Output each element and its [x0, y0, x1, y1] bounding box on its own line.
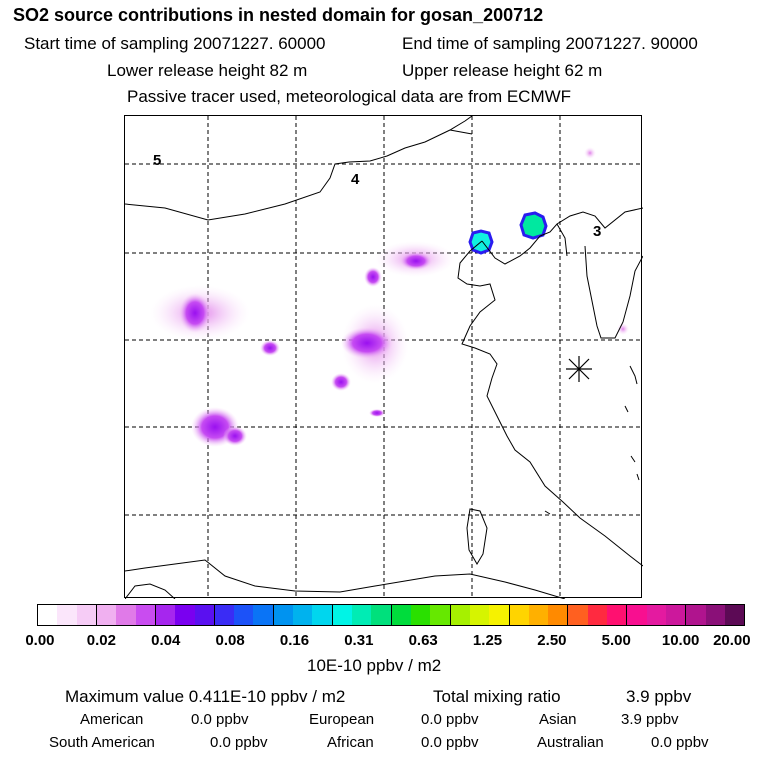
coastlines-borders	[125, 116, 643, 599]
lower-release-height: Lower release height 82 m	[107, 61, 308, 80]
colorbar-swatch	[705, 605, 725, 625]
colorbar-tick-label: 0.63	[408, 632, 438, 649]
colorbar-swatch	[627, 605, 647, 625]
region-value-south-american: 0.0 ppbv	[210, 734, 268, 751]
region-name-south-american: South American	[49, 734, 155, 751]
colorbar-swatch	[607, 605, 628, 625]
start-time: Start time of sampling 20071227. 60000	[24, 34, 326, 53]
region-value-asian: 3.9 ppbv	[621, 711, 679, 728]
colorbar-swatch	[371, 605, 392, 625]
colorbar-unit: 10E-10 ppbv / m2	[307, 656, 442, 675]
colorbar-tick-label: 10.00	[661, 632, 700, 649]
colorbar-tick-label: 0.08	[215, 632, 245, 649]
colorbar-swatch	[273, 605, 294, 625]
colorbar-swatch	[214, 605, 235, 625]
colorbar-tick-label: 0.31	[344, 632, 374, 649]
region-label-5: 5	[153, 152, 162, 169]
colorbar-swatch	[253, 605, 274, 625]
colorbar-swatch	[155, 605, 176, 625]
colorbar-swatch	[352, 605, 372, 625]
colorbar-tick-label: 5.00	[601, 632, 631, 649]
region-label-4: 4	[351, 171, 360, 188]
total-mixing-value: 3.9 ppbv	[626, 687, 692, 706]
gosan-receptor-star	[566, 356, 592, 382]
colorbar-swatch	[38, 605, 58, 625]
region-name-asian: Asian	[539, 711, 577, 728]
colorbar	[37, 604, 745, 626]
region-name-american: American	[80, 711, 144, 728]
colorbar-swatch	[293, 605, 313, 625]
colorbar-swatch	[686, 605, 706, 625]
colorbar-swatch	[430, 605, 451, 625]
map-panel: 5 4 3	[124, 115, 643, 599]
tracer-info: Passive tracer used, meteorological data…	[127, 87, 572, 106]
colorbar-tick-label: 20.00	[713, 632, 751, 649]
total-mixing-label: Total mixing ratio	[433, 687, 561, 706]
upper-release-height: Upper release height 62 m	[402, 61, 603, 80]
colorbar-swatch	[450, 605, 470, 625]
colorbar-tick-label: 0.02	[86, 632, 116, 649]
region-value-american: 0.0 ppbv	[191, 711, 249, 728]
colorbar-swatch	[646, 605, 666, 625]
colorbar-swatch	[568, 605, 588, 625]
colorbar-swatch	[391, 605, 411, 625]
colorbar-swatch	[135, 605, 156, 625]
hotspot-tangshan	[519, 211, 548, 240]
colorbar-swatch	[410, 605, 431, 625]
hotspot-shanxi	[179, 293, 211, 333]
colorbar-swatch	[175, 605, 195, 625]
colorbar-swatch	[666, 605, 687, 625]
colorbar-swatch	[312, 605, 333, 625]
maximum-value: Maximum value 0.411E-10 ppbv / m2	[65, 687, 346, 706]
so2-plume-overlay	[150, 147, 629, 447]
colorbar-swatch	[57, 605, 77, 625]
colorbar-swatch	[548, 605, 569, 625]
colorbar-tick-label: 0.04	[151, 632, 181, 649]
colorbar-swatch	[469, 605, 490, 625]
map-canvas	[125, 116, 643, 599]
colorbar-swatch	[76, 605, 97, 625]
colorbar-swatch	[332, 605, 352, 625]
region-value-african: 0.0 ppbv	[421, 734, 479, 751]
colorbar-tick-label: 2.50	[537, 632, 567, 649]
colorbar-swatch	[96, 605, 117, 625]
region-label-3: 3	[593, 223, 602, 240]
colorbar-swatch	[587, 605, 608, 625]
colorbar-tick-label: 0.16	[279, 632, 310, 649]
region-value-european: 0.0 ppbv	[421, 711, 479, 728]
colorbar-swatch	[528, 605, 549, 625]
taiwan-outline	[466, 508, 488, 565]
colorbar-swatch	[194, 605, 215, 625]
colorbar-tick-label: 1.25	[472, 632, 503, 649]
region-name-australian: Australian	[537, 734, 604, 751]
colorbar-swatch	[509, 605, 529, 625]
colorbar-tick-label: 0.00	[25, 632, 55, 649]
colorbar-swatch	[489, 605, 510, 625]
colorbar-swatch	[234, 605, 254, 625]
colorbar-swatch	[116, 605, 136, 625]
hotspot-hebei	[341, 327, 393, 359]
end-time: End time of sampling 20071227. 90000	[402, 34, 698, 53]
region-name-african: African	[327, 734, 374, 751]
figure-title: SO2 source contributions in nested domai…	[13, 5, 544, 25]
region-name-european: European	[309, 711, 375, 728]
region-value-australian: 0.0 ppbv	[651, 734, 709, 751]
colorbar-swatch	[724, 605, 745, 625]
